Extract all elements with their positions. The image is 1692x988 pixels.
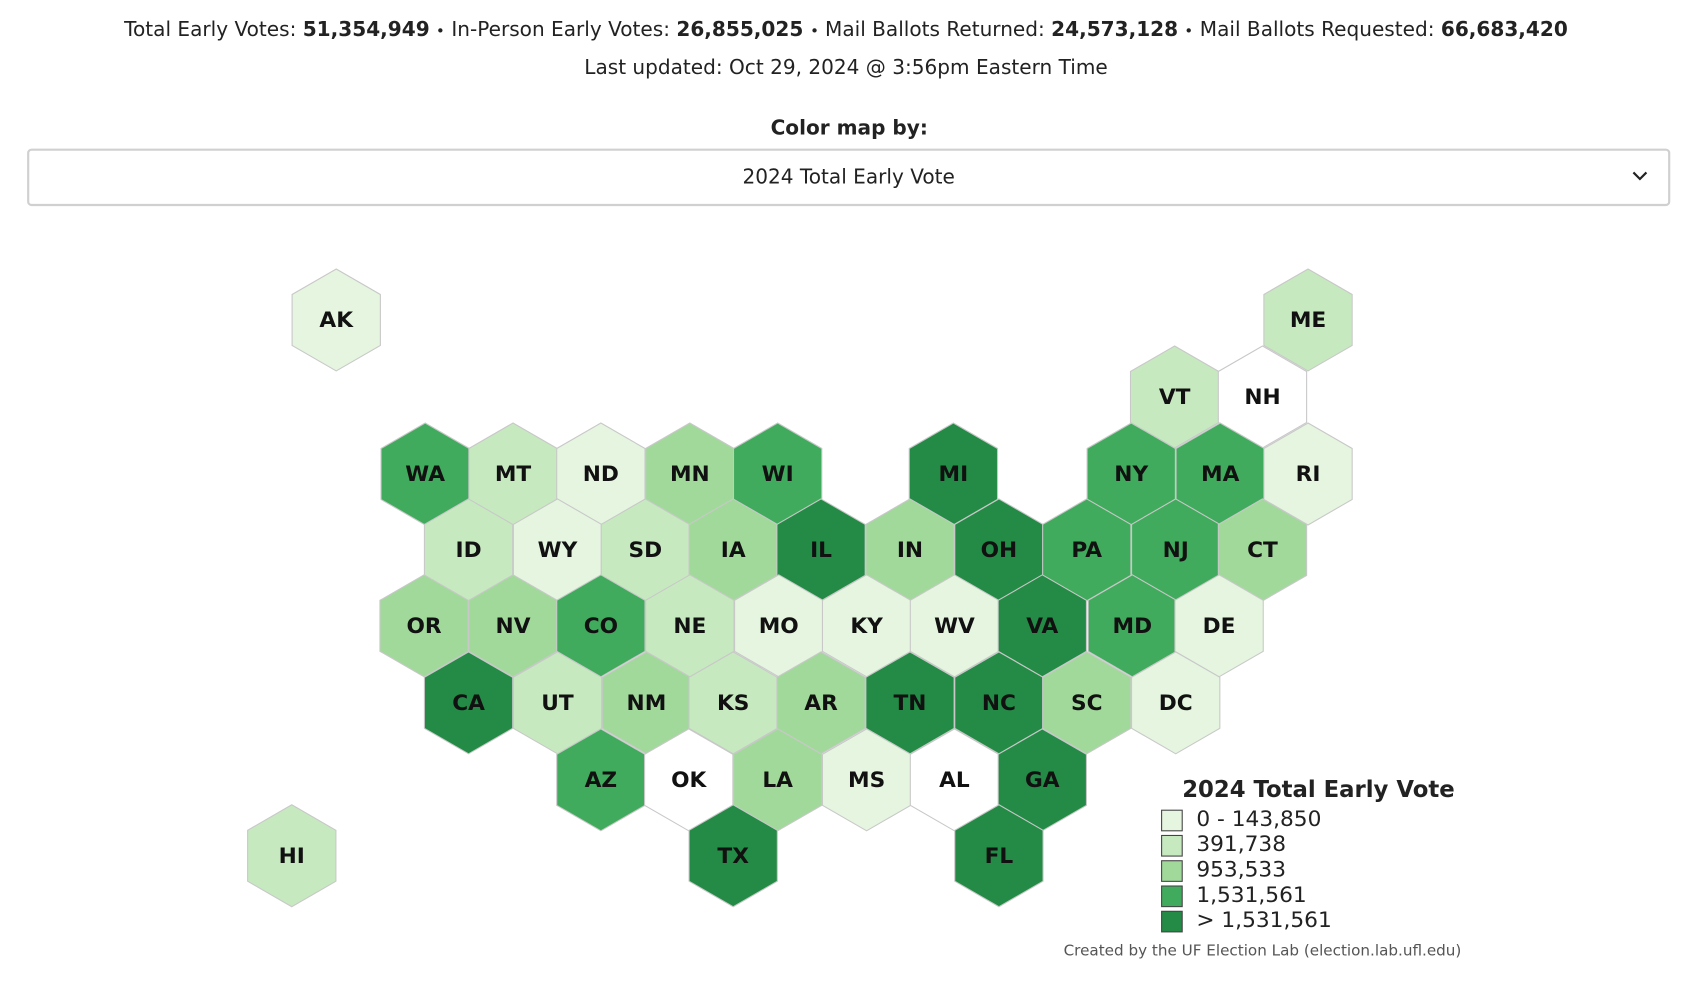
dropdown-value: 2024 Total Early Vote — [742, 165, 955, 189]
state-label: TN — [894, 691, 927, 716]
legend-label: 953,533 — [1196, 857, 1286, 882]
state-label: AR — [804, 691, 838, 716]
credit: Created by the UF Election Lab (election… — [1064, 942, 1462, 960]
state-label: OK — [671, 768, 707, 793]
separator — [811, 28, 817, 33]
state-label: AL — [939, 768, 970, 793]
state-label: MD — [1113, 614, 1153, 639]
state-label: MN — [670, 462, 710, 487]
state-label: DE — [1203, 614, 1236, 639]
state-label: IA — [721, 538, 746, 563]
state-label: NC — [982, 691, 1016, 716]
state-label: OR — [407, 614, 442, 639]
state-label: DC — [1159, 691, 1193, 716]
state-label: MT — [495, 462, 532, 487]
legend-label: > 1,531,561 — [1196, 908, 1331, 933]
state-label: NY — [1114, 462, 1148, 487]
state-hex — [379, 574, 469, 678]
state-label: NJ — [1163, 538, 1189, 563]
stat-value: 24,573,128 — [1051, 18, 1179, 42]
legend-title: 2024 Total Early Vote — [1182, 777, 1454, 803]
state-label: WI — [762, 462, 794, 487]
legend-swatch — [1161, 834, 1183, 857]
state-label: OH — [981, 538, 1018, 563]
state-label: CT — [1247, 538, 1278, 563]
stats-line: Total Early Votes: 51,354,949 In-Person E… — [0, 18, 1692, 41]
state-label: LA — [762, 768, 793, 793]
state-label: UT — [541, 691, 574, 716]
state-label: ND — [583, 462, 619, 487]
state-label: TX — [717, 844, 749, 869]
state-label: PA — [1071, 538, 1102, 563]
state-label: NH — [1244, 385, 1280, 410]
state-label: SD — [629, 538, 663, 563]
state-label: KS — [717, 691, 749, 716]
state-label: NM — [627, 691, 667, 716]
state-label: HI — [279, 844, 305, 869]
state-label: NE — [673, 614, 706, 639]
state-hex — [688, 804, 778, 908]
state-label: RI — [1296, 462, 1321, 487]
state-label: WV — [934, 614, 975, 639]
state-label: VA — [1026, 614, 1058, 639]
chevron — [1632, 171, 1648, 181]
state-hex — [954, 804, 1044, 908]
stat-label: Mail Ballots Returned: — [825, 18, 1045, 42]
state-label: IN — [897, 538, 923, 563]
dropdown[interactable]: 2024 Total Early Vote — [27, 148, 1671, 207]
separator — [1186, 28, 1192, 33]
state-label: FL — [985, 844, 1014, 869]
legend-label: 1,531,561 — [1196, 883, 1306, 908]
stat-value: 66,683,420 — [1440, 18, 1568, 42]
state-label: WA — [405, 462, 445, 487]
state-label: KY — [850, 614, 883, 639]
legend-label: 391,738 — [1196, 832, 1286, 857]
state-label: MO — [759, 614, 799, 639]
state-label: ME — [1290, 308, 1326, 333]
state-hex — [1263, 268, 1353, 372]
legend-swatch — [1161, 860, 1183, 882]
state-label: WY — [538, 538, 578, 563]
state-hex — [1131, 651, 1221, 755]
state-label: IL — [810, 538, 832, 563]
legend-swatch — [1161, 910, 1183, 933]
state-label: NV — [496, 614, 531, 639]
stat-value: 26,855,025 — [676, 18, 804, 42]
stat-label: Mail Ballots Requested: — [1199, 18, 1435, 42]
updated: Last updated: Oct 29, 2024 @ 3:56pm East… — [584, 56, 1108, 80]
state-label: CA — [452, 691, 485, 716]
legend-swatch — [1161, 809, 1183, 832]
state-hex — [291, 268, 381, 372]
state-hex — [247, 804, 337, 908]
separator — [438, 28, 443, 33]
stat-label: Total Early Votes: — [124, 18, 297, 42]
state-label: MI — [939, 462, 969, 487]
stat-value: 51,354,949 — [302, 18, 430, 42]
state-label: CO — [584, 614, 618, 639]
state-label: MA — [1201, 462, 1240, 487]
state-label: ID — [456, 538, 482, 563]
state-label: MS — [848, 768, 885, 793]
state-label: VT — [1159, 385, 1191, 410]
state-label: SC — [1071, 691, 1103, 716]
legend-label: 0 - 143,850 — [1196, 807, 1321, 832]
state-label: AZ — [585, 768, 618, 793]
state-label: GA — [1025, 768, 1060, 793]
state-hex — [423, 651, 514, 755]
legend-swatch — [1161, 885, 1183, 908]
stat-label: In-Person Early Votes: — [451, 18, 670, 42]
state-hex — [1263, 422, 1353, 526]
state-label: AK — [319, 308, 354, 333]
selector-label: Color map by: — [770, 117, 928, 140]
state-hex — [1042, 651, 1132, 755]
